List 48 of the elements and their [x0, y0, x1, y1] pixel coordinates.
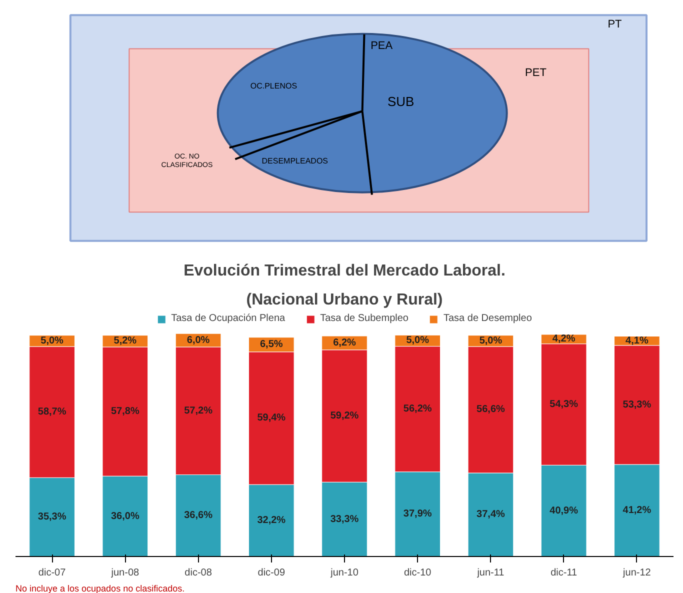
data-label: 5,0% — [406, 335, 430, 346]
x-tick-label: jun-12 — [622, 568, 652, 578]
text: PT — [608, 18, 622, 31]
data-label: 6,5% — [260, 339, 283, 350]
x-tick-label: jun-10 — [330, 568, 359, 578]
x-tick-label: dic-07 — [38, 568, 66, 578]
data-label: 54,3% — [550, 398, 578, 410]
x-tick-label: jun-08 — [110, 568, 140, 578]
legend-label: Tasa de Desempleo — [443, 313, 532, 324]
data-label: 59,2% — [330, 410, 359, 422]
data-label: 6,2% — [333, 337, 356, 348]
x-tick-label: jun-11 — [476, 568, 505, 578]
data-label: 6,0% — [186, 334, 210, 346]
data-label: 56,2% — [403, 404, 432, 415]
data-label: 5,2% — [114, 336, 137, 347]
text: PET — [525, 66, 547, 79]
data-label: 40,9% — [550, 505, 578, 516]
chart-subtitle: (Nacional Urbano y Rural) — [246, 292, 443, 308]
data-label: 35,3% — [38, 512, 66, 523]
data-label: 4,2% — [552, 334, 576, 345]
x-tick-label: dic-10 — [404, 568, 432, 578]
legend-label: Tasa de Ocupación Plena — [171, 313, 286, 324]
x-tick-label: dic-11 — [550, 568, 578, 578]
data-label: 36,0% — [110, 510, 140, 522]
data-label: 4,1% — [626, 335, 648, 346]
text: SUB — [387, 94, 414, 110]
x-tick-label: dic-09 — [258, 568, 286, 578]
text: PEA — [370, 40, 394, 52]
data-label: 57,8% — [110, 406, 140, 418]
legend-label: Tasa de Subempleo — [320, 313, 408, 324]
data-label: 53,3% — [622, 399, 652, 410]
data-label: 59,4% — [257, 412, 286, 424]
data-label: 41,2% — [622, 504, 652, 516]
data-label: 5,0% — [479, 335, 502, 346]
chart-title: Evolución Trimestral del Mercado Laboral. — [184, 262, 506, 280]
data-label: 5,0% — [40, 335, 64, 346]
data-label: 36,6% — [184, 510, 213, 522]
data-label: 56,6% — [476, 404, 506, 416]
data-label: 32,2% — [257, 515, 286, 526]
data-label: 37,9% — [403, 508, 432, 520]
data-label: 37,4% — [476, 509, 506, 520]
data-label: 58,7% — [38, 406, 66, 418]
text: OC.PLENOS — [250, 82, 298, 91]
text: No incluye a los ocupados no clasificados. — [16, 584, 185, 593]
x-tick-label: dic-08 — [184, 568, 212, 578]
text: DESEMPLEADOS — [262, 156, 328, 166]
data-label: 33,3% — [330, 514, 359, 525]
data-label: 57,2% — [184, 405, 213, 416]
